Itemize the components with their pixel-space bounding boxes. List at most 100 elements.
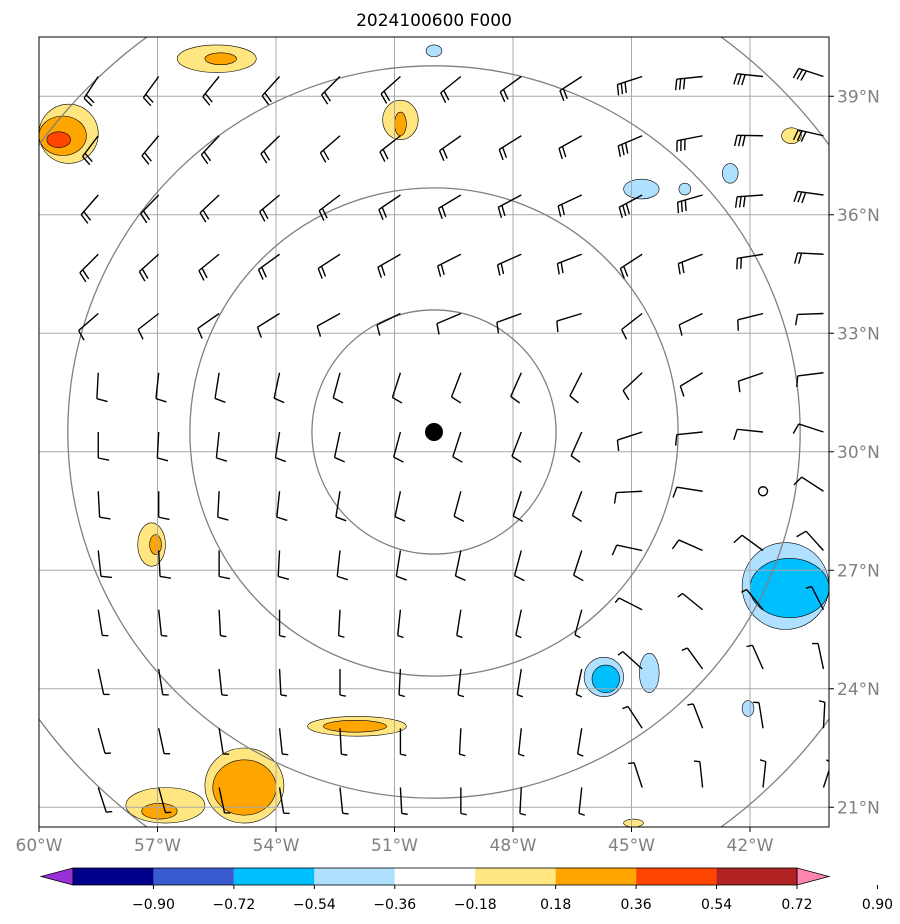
colorbar-tick-label: 0.36	[621, 897, 652, 913]
wind-barbs	[78, 67, 829, 816]
wind-barb	[511, 431, 522, 463]
wind-barb	[792, 67, 824, 81]
wind-barb	[678, 312, 703, 336]
wind-barb	[450, 372, 462, 404]
wind-barb	[456, 609, 463, 639]
shaded-region	[678, 182, 692, 196]
wind-barb	[733, 534, 764, 552]
wind-barb	[214, 372, 226, 403]
range-ring	[311, 309, 557, 555]
wind-barb	[333, 431, 345, 463]
wind-barb	[278, 787, 290, 815]
wind-barb	[737, 312, 764, 331]
wind-barb	[578, 787, 585, 816]
wind-barb	[794, 312, 824, 326]
wind-barb	[321, 76, 341, 105]
wind-barb	[617, 651, 643, 670]
x-tick-label: 57°W	[134, 836, 181, 856]
wind-barb	[792, 423, 824, 434]
colorbar-segment	[73, 868, 154, 885]
wind-barb	[453, 491, 465, 522]
range-ring	[67, 65, 801, 799]
wind-barb	[517, 728, 525, 757]
wind-barb	[734, 194, 764, 208]
graticule	[39, 37, 829, 827]
wind-barb	[496, 253, 522, 276]
wind-barb	[687, 703, 704, 729]
wind-barb	[199, 194, 220, 223]
wind-barb	[438, 135, 462, 162]
wind-barb	[378, 194, 401, 220]
longitude-tick-labels: 60°W 57°W 54°W 51°W 48°W 45°W 42°W	[16, 827, 774, 856]
wind-barb	[516, 668, 524, 698]
wind-barb	[379, 135, 401, 162]
wind-barb	[317, 253, 341, 279]
colorbar-tick-label: 0.90	[862, 897, 893, 913]
wind-barb	[218, 787, 231, 814]
wind-barb	[805, 585, 825, 611]
wind-barb	[140, 194, 160, 224]
wind-barb	[796, 372, 824, 387]
wind-barb	[256, 312, 280, 338]
wind-barb	[319, 135, 341, 163]
wind-barb	[339, 787, 349, 815]
wind-barb	[452, 431, 463, 463]
wind-barb	[571, 490, 583, 523]
wind-barb	[82, 135, 99, 166]
colorbar-segment	[716, 868, 797, 885]
wind-barb	[611, 544, 643, 556]
wind-barb	[376, 312, 401, 336]
wind-barb	[277, 550, 290, 580]
wind-barb	[141, 135, 160, 165]
wind-barb	[276, 491, 288, 522]
wind-barb	[97, 609, 109, 637]
wind-barb	[672, 486, 703, 498]
wind-barb	[218, 728, 230, 755]
wind-barb	[399, 728, 407, 757]
wind-barb	[454, 550, 466, 582]
colorbar: −0.90 −0.72 −0.54 −0.36 −0.18 0.18 0.36 0.54 0.7…	[39, 867, 893, 913]
colorbar-tick-label: −0.90	[132, 897, 175, 913]
shaded-region	[323, 720, 387, 733]
wind-barb	[746, 644, 764, 670]
storm-center-marker	[425, 423, 443, 441]
wind-barb	[97, 550, 112, 579]
wind-barb	[395, 550, 407, 581]
wind-barb	[752, 701, 764, 729]
y-tick-label: 33°N	[837, 324, 880, 344]
wind-barb	[155, 372, 167, 403]
wind-barb	[197, 312, 220, 339]
x-tick-label: 48°W	[490, 836, 537, 856]
wind-barb	[574, 609, 583, 639]
wind-barb	[619, 253, 643, 279]
wind-barb	[215, 431, 228, 462]
wind-barb	[260, 135, 281, 164]
colorbar-tick-label: 0.54	[701, 897, 732, 913]
colorbar-tick-label: −0.54	[293, 897, 336, 913]
range-ring	[189, 187, 679, 677]
wind-barb	[569, 372, 583, 404]
wind-barb	[617, 135, 643, 157]
wind-barb	[339, 728, 348, 756]
chart-title: 2024100600 F000	[356, 11, 512, 31]
wind-barb	[737, 372, 764, 393]
shaded-region	[623, 818, 644, 827]
wind-barb	[741, 588, 764, 611]
y-tick-label: 36°N	[837, 206, 880, 226]
wind-barb	[316, 312, 341, 337]
wind-barb	[622, 705, 643, 729]
shaded-region	[394, 111, 407, 137]
wind-barb	[332, 372, 344, 404]
wind-barb	[377, 253, 401, 278]
wind-barb	[273, 372, 285, 404]
wind-barb	[557, 194, 583, 217]
wind-barb	[398, 668, 406, 698]
wind-barb	[97, 491, 111, 520]
shaded-region	[722, 163, 739, 184]
shaded-region	[425, 44, 443, 58]
wind-barb	[96, 372, 108, 403]
wind-barb	[575, 668, 583, 698]
x-tick-label: 60°W	[16, 836, 63, 856]
y-tick-label: 24°N	[837, 680, 880, 700]
